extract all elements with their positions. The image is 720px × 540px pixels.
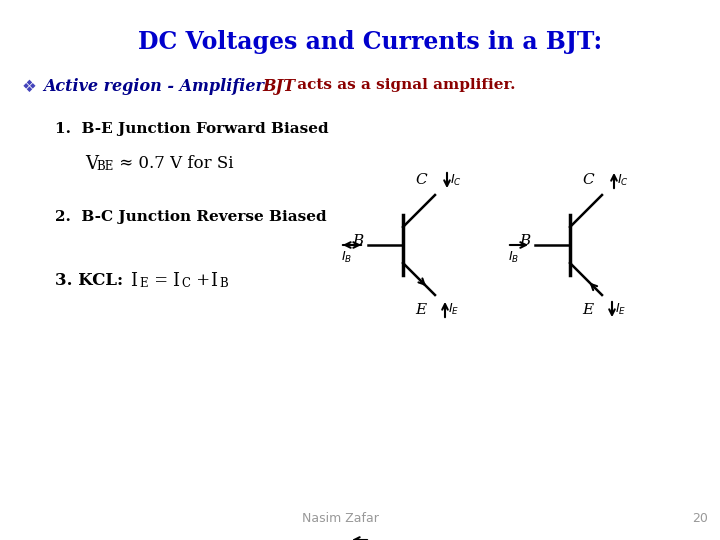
Text: =: = <box>149 272 174 289</box>
Text: $I_C$: $I_C$ <box>617 173 629 188</box>
Text: +: + <box>191 272 215 289</box>
Text: I: I <box>172 272 179 290</box>
Text: B: B <box>518 234 530 248</box>
Text: C: C <box>181 277 190 290</box>
Text: 3. KCL:: 3. KCL: <box>55 272 135 289</box>
Text: C: C <box>415 173 427 187</box>
Text: ❖: ❖ <box>22 78 37 96</box>
Text: V: V <box>85 155 98 173</box>
Text: I: I <box>210 272 217 290</box>
Text: $I_B$: $I_B$ <box>341 250 353 265</box>
Text: Active region - Amplifier:: Active region - Amplifier: <box>43 78 270 95</box>
Text: $I_E$: $I_E$ <box>448 302 459 317</box>
Text: E: E <box>139 277 148 290</box>
Text: 1.  B-E Junction Forward Biased: 1. B-E Junction Forward Biased <box>55 122 328 136</box>
Text: Nasim Zafar: Nasim Zafar <box>302 512 379 525</box>
Text: E: E <box>582 303 593 317</box>
Text: DC Voltages and Currents in a BJT:: DC Voltages and Currents in a BJT: <box>138 30 602 54</box>
Text: C: C <box>582 173 594 187</box>
Text: 2.  B-C Junction Reverse Biased: 2. B-C Junction Reverse Biased <box>55 210 327 224</box>
Text: ≈ 0.7 V for Si: ≈ 0.7 V for Si <box>114 155 233 172</box>
Text: B: B <box>219 277 228 290</box>
Text: 20: 20 <box>692 512 708 525</box>
Text: $I_E$: $I_E$ <box>615 302 626 317</box>
Text: B: B <box>352 234 363 248</box>
Text: $I_B$: $I_B$ <box>508 250 520 265</box>
Text: $I_C$: $I_C$ <box>450 173 462 188</box>
Text: BJT: BJT <box>262 78 295 95</box>
Text: E: E <box>415 303 426 317</box>
Text: acts as a signal amplifier.: acts as a signal amplifier. <box>292 78 516 92</box>
Text: BE: BE <box>96 160 113 173</box>
Text: I: I <box>130 272 137 290</box>
